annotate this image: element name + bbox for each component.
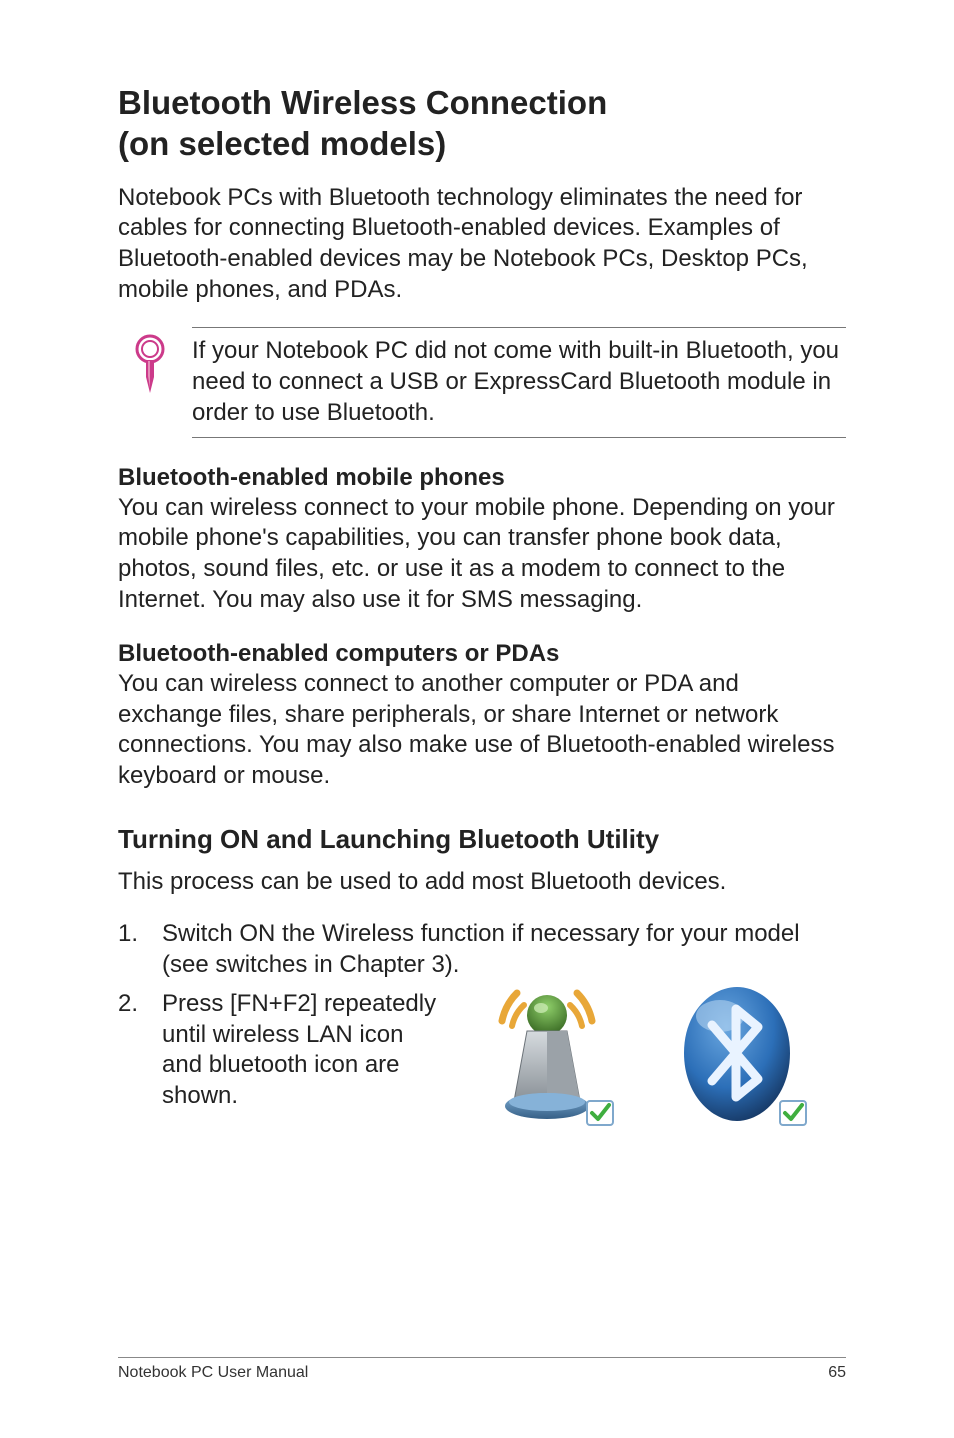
step-2-number: 2. [118,989,162,1131]
utility-heading: Turning ON and Launching Bluetooth Utili… [118,824,846,855]
title-line-1: Bluetooth Wireless Connection [118,84,607,121]
step-2: 2. Press [FN+F2] repeatedly until wirele… [118,989,846,1131]
bluetooth-icon [662,981,812,1131]
utility-intro: This process can be used to add most Blu… [118,867,846,898]
step-1: 1. Switch ON the Wireless function if ne… [118,919,846,980]
step-2-text: Press [FN+F2] repeatedly until wireless … [162,989,442,1131]
step-1-text: Switch ON the Wireless function if neces… [162,919,846,980]
intro-paragraph: Notebook PCs with Bluetooth technology e… [118,183,846,306]
step-1-number: 1. [118,919,162,980]
pdas-body: You can wireless connect to another comp… [118,669,846,792]
icon-row [472,981,812,1131]
footer-left: Notebook PC User Manual [118,1364,308,1382]
pdas-section: Bluetooth-enabled computers or PDAs You … [118,638,846,792]
note-callout: If your Notebook PC did not come with bu… [128,327,846,437]
phones-body: You can wireless connect to your mobile … [118,493,846,616]
pushpin-icon [128,333,172,401]
note-icon-wrap [128,327,192,437]
wlan-icon [472,981,622,1131]
phones-heading: Bluetooth-enabled mobile phones [118,462,846,493]
title-line-2: (on selected models) [118,125,446,162]
footer-page-number: 65 [828,1364,846,1382]
note-text: If your Notebook PC did not come with bu… [192,327,846,437]
page-title: Bluetooth Wireless Connection (on select… [118,82,846,165]
page-footer: Notebook PC User Manual 65 [118,1357,846,1382]
pdas-heading: Bluetooth-enabled computers or PDAs [118,638,846,669]
phones-section: Bluetooth-enabled mobile phones You can … [118,462,846,616]
